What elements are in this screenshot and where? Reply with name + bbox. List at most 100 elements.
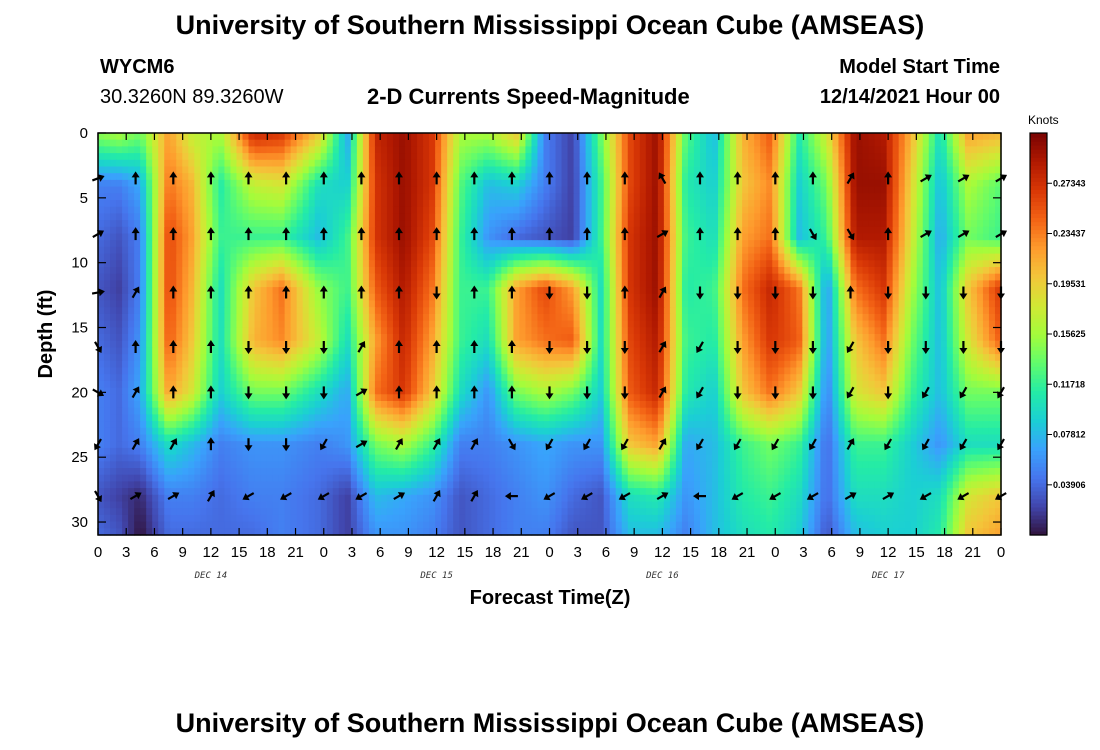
heatmap-cell (838, 260, 846, 268)
heatmap-cell (802, 287, 809, 295)
heatmap-cell (814, 240, 821, 248)
heatmap-cell (453, 226, 460, 235)
heatmap-cell (140, 320, 147, 328)
heatmap-cell (489, 220, 496, 228)
heatmap-cell (399, 153, 406, 161)
heatmap-cell (573, 133, 581, 141)
heatmap-cell (110, 139, 117, 147)
heatmap-cell (200, 280, 207, 288)
heatmap-cell (754, 267, 761, 275)
heatmap-cell (868, 139, 876, 147)
heatmap-cell (429, 200, 436, 208)
heatmap-cell (266, 159, 274, 168)
heatmap-cell (669, 186, 677, 194)
heatmap-cell (188, 226, 195, 235)
heatmap-cell (429, 340, 436, 348)
heatmap-cell (320, 240, 328, 248)
heatmap-cell (820, 233, 828, 241)
heatmap-cell (742, 340, 749, 348)
heatmap-cell (296, 354, 304, 362)
heatmap-cell (820, 280, 828, 288)
heatmap-cell (429, 267, 436, 275)
heatmap-cell (633, 327, 641, 335)
heatmap-cell (778, 260, 785, 268)
heatmap-cell (748, 153, 755, 161)
heatmap-cell (362, 260, 370, 268)
heatmap-cell (669, 200, 677, 208)
heatmap-cell (808, 153, 815, 161)
heatmap-cell (411, 193, 418, 201)
heatmap-cell (302, 246, 310, 255)
heatmap-cell (621, 240, 629, 248)
heatmap-cell (561, 213, 569, 221)
heatmap-cell (134, 354, 141, 362)
heatmap-cell (501, 313, 508, 322)
heatmap-cell (970, 246, 978, 255)
heatmap-cell (988, 159, 996, 168)
heatmap-cell (718, 153, 725, 161)
heatmap-cell (218, 166, 226, 174)
heatmap-cell (669, 166, 677, 174)
heatmap-cell (579, 153, 587, 161)
heatmap-cell (188, 307, 195, 315)
heatmap-cell (212, 293, 219, 302)
heatmap-cell (609, 273, 617, 281)
heatmap-cell (808, 280, 815, 288)
heatmap-cell (254, 233, 262, 241)
heatmap-cell (104, 313, 111, 322)
heatmap-cell (976, 233, 984, 241)
heatmap-cell (501, 267, 508, 275)
heatmap-cell (170, 159, 177, 168)
heatmap-cell (459, 240, 466, 248)
heatmap-cell (314, 246, 322, 255)
heatmap-cell (976, 166, 984, 174)
heatmap-cell (615, 267, 623, 275)
heatmap-cell (362, 186, 370, 194)
heatmap-cell (681, 153, 689, 161)
heatmap-cell (760, 226, 767, 235)
heatmap-cell (958, 273, 966, 281)
heatmap-cell (802, 220, 809, 228)
heatmap-cell (489, 240, 496, 248)
heatmap-cell (766, 300, 773, 308)
heatmap-cell (254, 347, 262, 355)
heatmap-cell (579, 267, 587, 275)
heatmap-cell (380, 280, 388, 288)
heatmap-cell (730, 186, 737, 194)
heatmap-cell (206, 220, 213, 228)
heatmap-cell (525, 159, 533, 168)
heatmap-cell (928, 146, 936, 154)
heatmap-cell (645, 139, 653, 147)
heatmap-cell (844, 173, 852, 181)
heatmap-cell (609, 300, 617, 308)
heatmap-cell (495, 166, 502, 174)
heatmap-cell (429, 293, 436, 302)
heatmap-cell (537, 260, 545, 268)
heatmap-cell (844, 267, 852, 275)
heatmap-cell (832, 260, 840, 268)
heatmap-cell (567, 334, 575, 342)
heatmap-cell (411, 206, 418, 214)
heatmap-cell (356, 159, 364, 168)
heatmap-cell (712, 200, 719, 208)
heatmap-cell (248, 347, 256, 355)
heatmap-cell (832, 206, 840, 214)
heatmap-cell (495, 179, 502, 188)
heatmap-cell (850, 327, 858, 335)
heatmap-cell (230, 166, 238, 174)
heatmap-cell (206, 334, 213, 342)
heatmap-cell (597, 166, 605, 174)
heatmap-cell (970, 287, 978, 295)
heatmap-cell (754, 139, 761, 147)
heatmap-cell (898, 253, 906, 261)
heatmap-cell (356, 307, 364, 315)
heatmap-cell (104, 186, 111, 194)
heatmap-cell (940, 327, 948, 335)
heatmap-cell (140, 153, 147, 161)
heatmap-cell (314, 133, 322, 141)
heatmap-cell (892, 287, 900, 295)
heatmap-cell (832, 233, 840, 241)
heatmap-cell (910, 220, 918, 228)
heatmap-cell (230, 334, 238, 342)
heatmap-cell (802, 253, 809, 261)
